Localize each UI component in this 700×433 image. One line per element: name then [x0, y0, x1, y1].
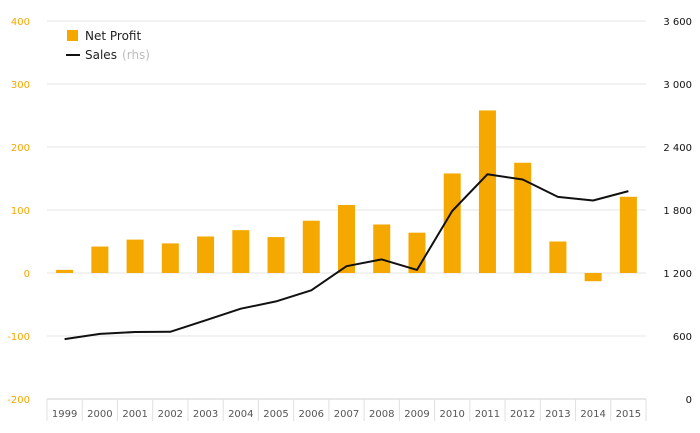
legend-sales-suffix: (rhs) [122, 48, 150, 62]
x-axis-tick-label: 2011 [475, 409, 500, 420]
legend-net-profit-swatch [67, 30, 78, 41]
net-profit-bar [408, 232, 426, 273]
net-profit-bar [514, 162, 532, 273]
right-axis-tick-label: 600 [673, 332, 692, 343]
right-axis-tick-label: 3 600 [663, 17, 692, 28]
x-axis-tick-label: 1999 [52, 409, 77, 420]
right-axis-ticks: 0 600 1 200 1 800 2 400 3 000 3 600 [663, 17, 692, 406]
x-axis-tick-label: 2003 [193, 409, 218, 420]
x-axis-tick-label: 2010 [439, 409, 464, 420]
left-axis-tick-label: 0 [24, 269, 30, 280]
left-axis-tick-label: -200 [7, 395, 30, 406]
x-axis-tick-label: 2014 [580, 409, 605, 420]
net-profit-bar [584, 273, 602, 282]
net-profit-bar [197, 236, 215, 273]
net-profit-bar [232, 230, 250, 273]
left-axis-tick-label: 400 [11, 17, 30, 28]
x-axis-tick-label: 2015 [616, 409, 641, 420]
net-profit-bar [549, 241, 567, 273]
left-axis-tick-label: 100 [11, 206, 30, 217]
net-profit-bar [619, 196, 637, 273]
legend-sales-name: Sales [85, 48, 117, 62]
net-profit-bar [478, 110, 496, 274]
legend-sales-label: Sales (rhs) [85, 44, 150, 63]
right-axis-tick-label: 0 [686, 395, 692, 406]
net-profit-bar [443, 173, 461, 273]
x-axis-tick-label: 2009 [404, 409, 429, 420]
right-axis-tick-label: 1 200 [663, 269, 692, 280]
left-axis-tick-label: 300 [11, 80, 30, 91]
x-axis-tick-label: 2005 [263, 409, 288, 420]
x-axis-tick-label: 2012 [510, 409, 535, 420]
x-axis-tick-label: 2002 [158, 409, 183, 420]
right-axis-tick-label: 3 000 [663, 80, 692, 91]
net-profit-bar [161, 243, 179, 273]
left-axis-tick-label: 200 [11, 143, 30, 154]
x-axis-tick-label: 2001 [122, 409, 147, 420]
right-axis-tick-label: 2 400 [663, 143, 692, 154]
x-axis: 1999 2000 2001 2002 2003 2004 2005 2006 2007 2008… [46, 398, 647, 421]
left-axis-tick-label: -100 [7, 332, 30, 343]
net-profit-bar [373, 224, 391, 273]
x-axis-tick-label: 2006 [299, 409, 324, 420]
x-axis-tick-label: 2007 [334, 409, 359, 420]
net-profit-bar [126, 239, 144, 273]
x-axis-tick-label: 2008 [369, 409, 394, 420]
x-axis-tick-label: 2004 [228, 409, 253, 420]
net-profit-bar [338, 204, 355, 273]
x-axis-tick-label: 2000 [87, 409, 112, 420]
net-profit-bars [56, 110, 637, 282]
net-profit-bar [91, 246, 109, 273]
left-axis-ticks: -200 -100 0 100 200 300 400 [7, 17, 30, 406]
net-profit-bar [56, 269, 74, 273]
legend-net-profit-label: Net Profit [85, 29, 141, 43]
legend: Net Profit Sales (rhs) [66, 29, 150, 63]
sales-line-series [64, 173, 629, 341]
right-axis-tick-label: 1 800 [663, 206, 692, 217]
sales-line [64, 173, 629, 341]
net-profit-bar [302, 220, 320, 273]
net-profit-bar [267, 237, 285, 273]
x-axis-tick-label: 2013 [545, 409, 570, 420]
